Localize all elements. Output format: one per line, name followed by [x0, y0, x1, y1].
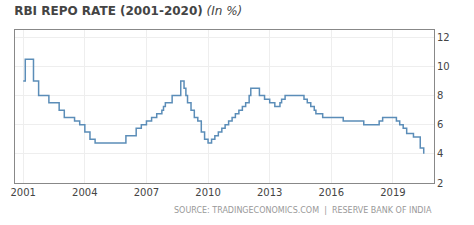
svg-text:2013: 2013 — [257, 187, 282, 198]
svg-text:2010: 2010 — [195, 187, 220, 198]
svg-text:SOURCE: TRADINGECONOMICS.COM: SOURCE: TRADINGECONOMICS.COM | RESERVE B… — [174, 206, 432, 215]
svg-text:2001: 2001 — [10, 187, 35, 198]
svg-text:2: 2 — [437, 178, 443, 189]
svg-text:2004: 2004 — [72, 187, 97, 198]
svg-text:2007: 2007 — [134, 187, 159, 198]
svg-text:4: 4 — [437, 148, 443, 159]
svg-text:RBI REPO RATE (2001-2020) (In: RBI REPO RATE (2001-2020) (In %) — [14, 4, 242, 18]
svg-text:12: 12 — [437, 32, 450, 43]
svg-text:2019: 2019 — [380, 187, 405, 198]
svg-text:6: 6 — [437, 119, 443, 130]
svg-text:8: 8 — [437, 90, 443, 101]
svg-text:2016: 2016 — [319, 187, 344, 198]
svg-text:10: 10 — [437, 61, 450, 72]
